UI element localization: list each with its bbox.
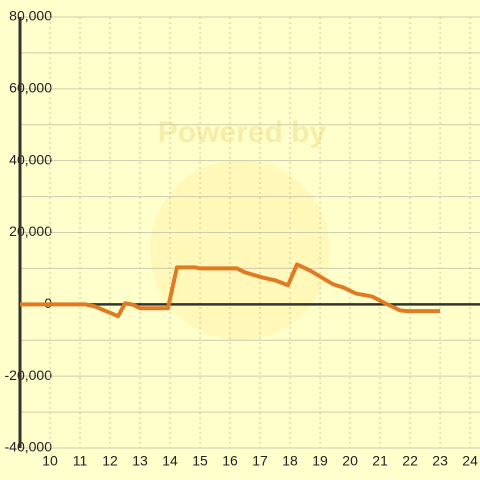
x-tick-label: 15 [192,453,208,469]
x-tick-label: 16 [222,453,238,469]
x-tick-label: 13 [132,453,148,469]
watermark: Powered by [158,116,327,149]
x-tick-label: 10 [42,453,58,469]
y-tick-label: 60,000 [9,80,52,96]
y-tick-label: -40,000 [5,439,53,455]
x-tick-label: 23 [432,453,448,469]
x-tick-label: 14 [162,453,178,469]
x-tick-label: 21 [372,453,388,469]
watermark-logo [150,160,330,340]
x-tick-label: 12 [102,453,118,469]
x-tick-label: 18 [282,453,298,469]
data-line [20,262,441,319]
x-tick-label: 11 [73,453,88,469]
x-tick-label: 19 [312,453,328,469]
x-tick-label: 17 [252,453,268,469]
x-tick-label: 24 [462,453,478,469]
y-tick-label: 80,000 [9,8,52,24]
x-tick-label: 20 [342,453,358,469]
y-tick-label: 40,000 [9,151,52,167]
y-tick-label: -20,000 [5,367,53,383]
y-tick-label: 20,000 [9,223,52,239]
x-tick-label: 22 [402,453,418,469]
